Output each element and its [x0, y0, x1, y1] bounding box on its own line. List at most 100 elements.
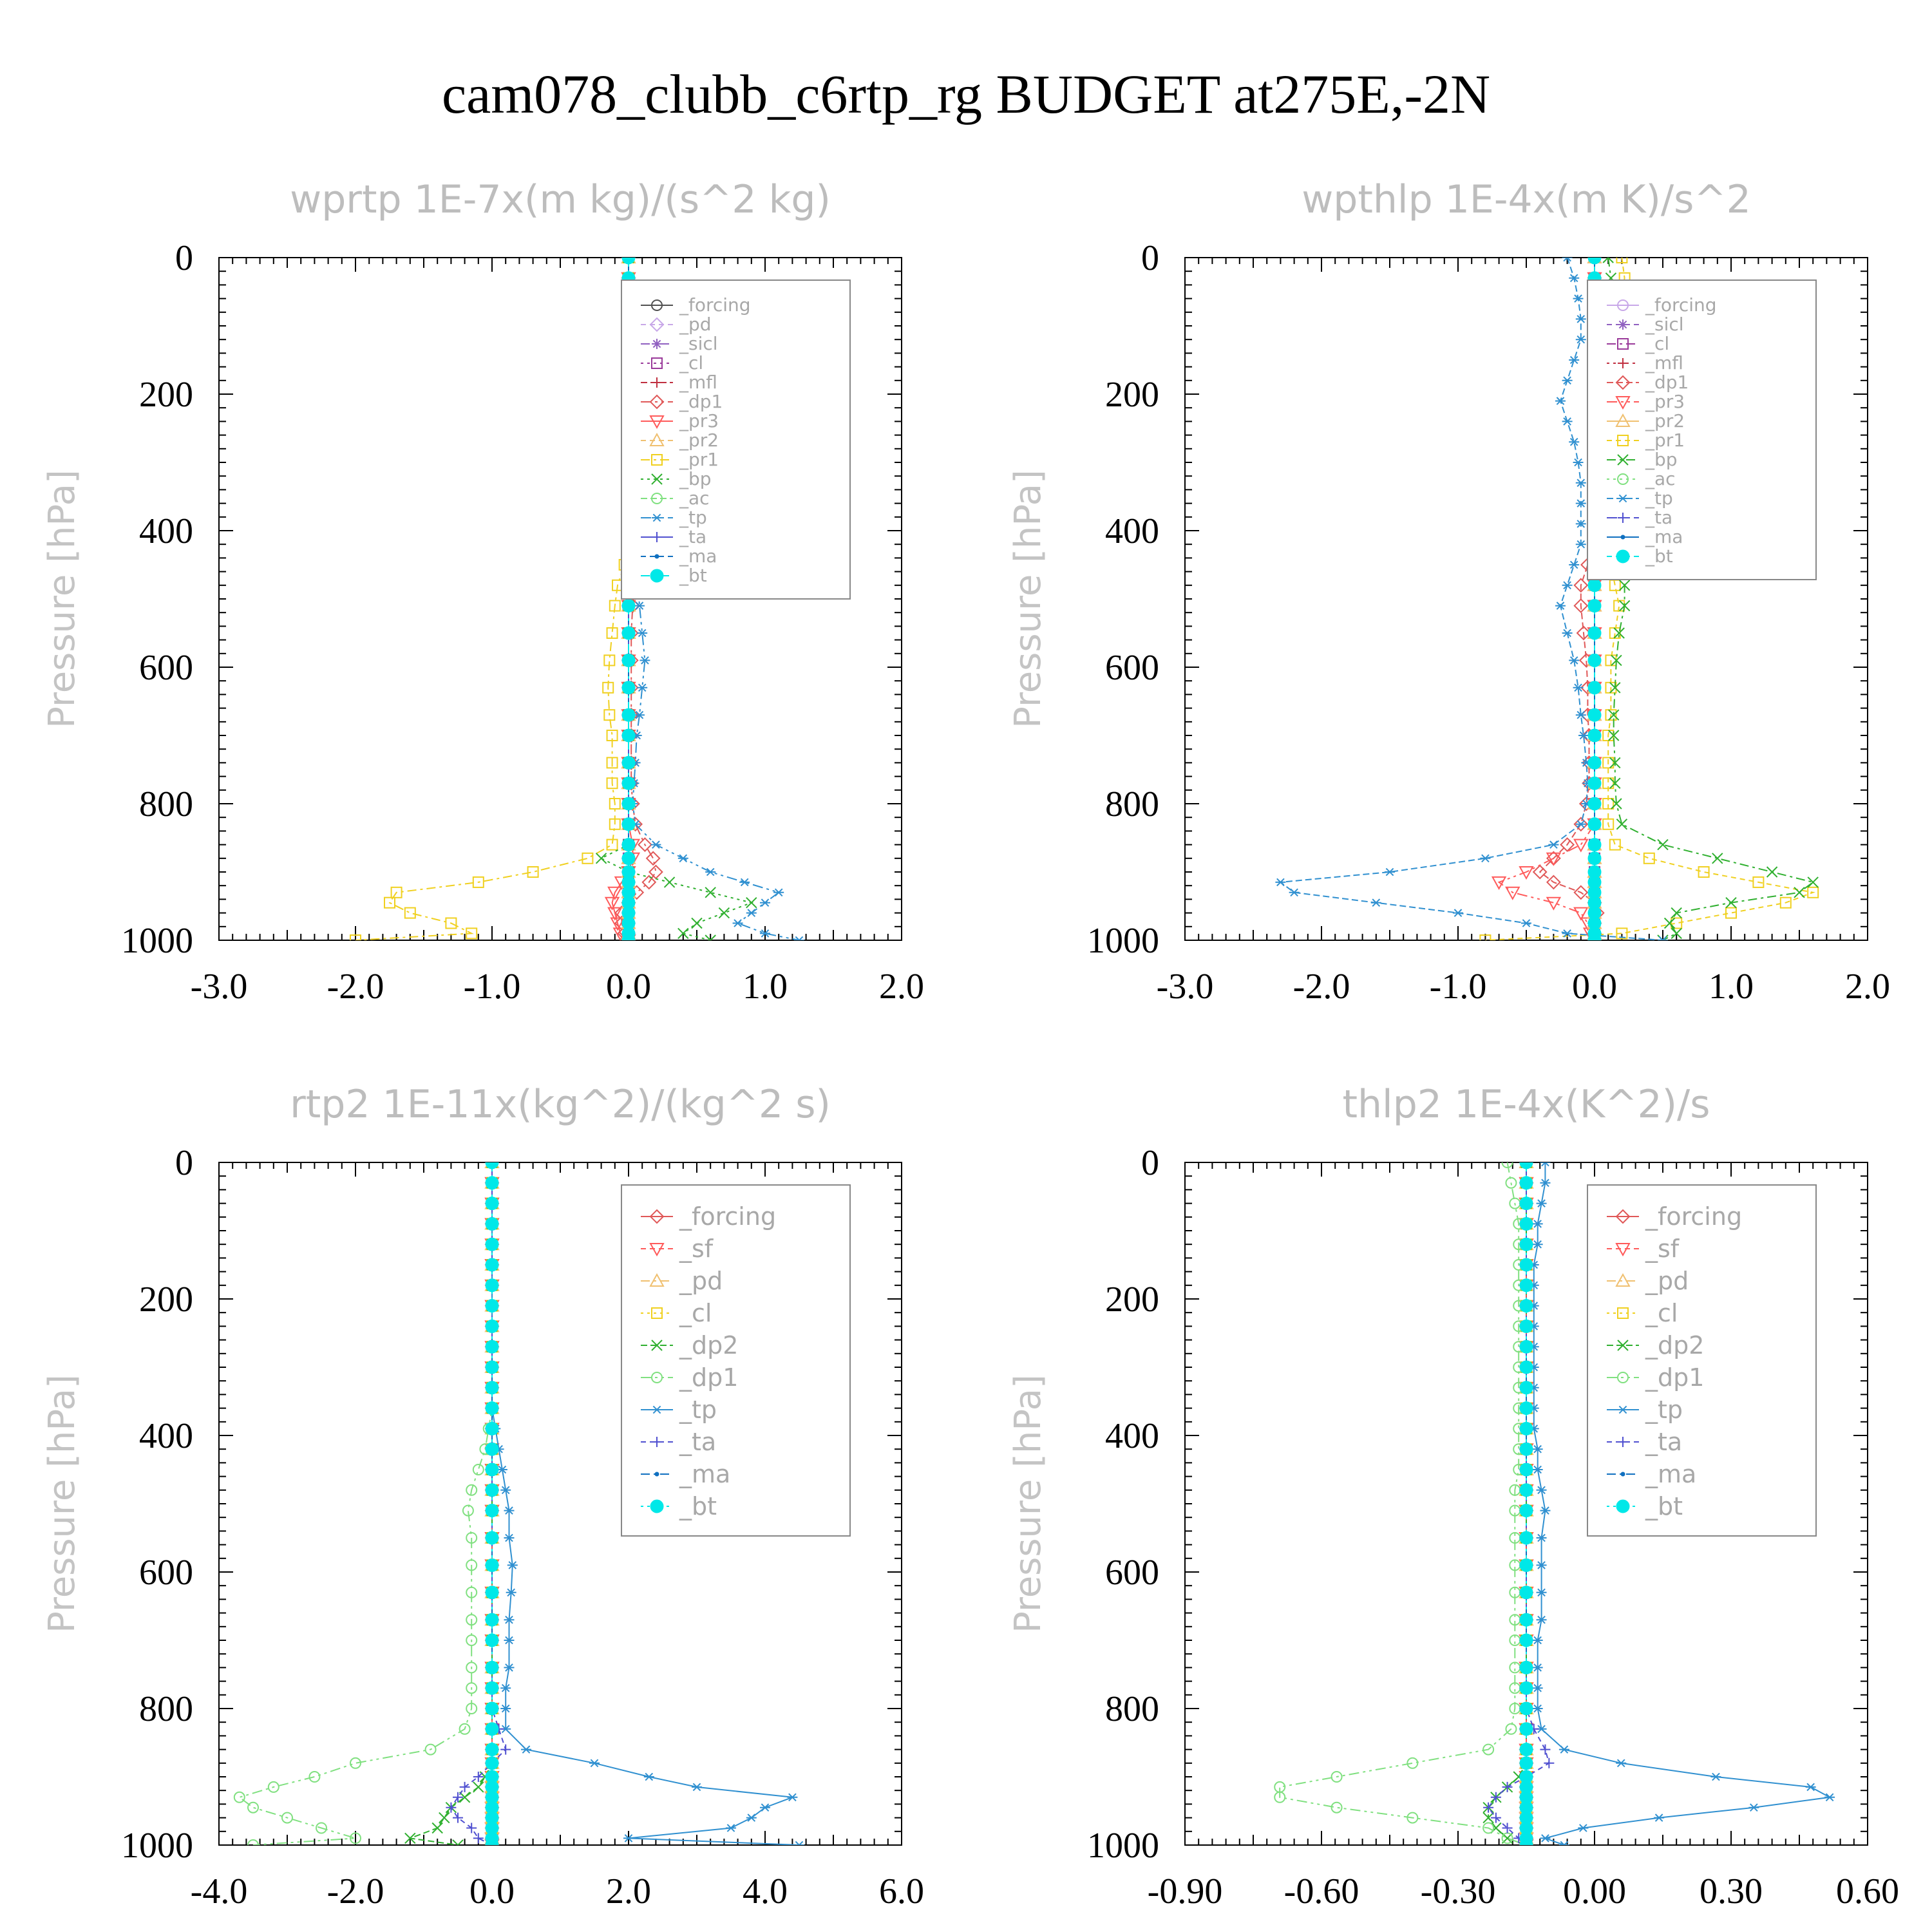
data-point [1480, 854, 1491, 863]
data-point [705, 934, 716, 940]
data-point [485, 1531, 499, 1545]
data-point [1587, 728, 1602, 743]
data-point [485, 1838, 499, 1845]
y-tick-label: 0 [1141, 238, 1159, 278]
y-axis-label: Pressure [hPa] [1007, 469, 1049, 728]
legend-label: _bp [679, 468, 712, 489]
data-point [485, 1633, 499, 1647]
data-point [1609, 838, 1621, 851]
legend-marker [1618, 494, 1628, 503]
data-point [1609, 579, 1621, 591]
data-point [1385, 867, 1395, 876]
y-tick-label: 800 [139, 784, 193, 824]
data-point [643, 1772, 654, 1781]
legend-label: _cl [679, 352, 703, 374]
data-point [485, 1681, 499, 1695]
data-point [1575, 710, 1586, 719]
data-point [1546, 852, 1562, 866]
data-point [1616, 258, 1628, 263]
data-point [1370, 898, 1381, 907]
legend-label: _dp1 [679, 391, 723, 412]
y-tick-label: 800 [139, 1689, 193, 1729]
data-point [485, 1299, 499, 1313]
y-axis-label: Pressure [hPa] [1007, 1374, 1049, 1633]
data-point [1587, 599, 1602, 613]
legend-marker [652, 377, 662, 388]
data-point [607, 886, 623, 900]
legend-marker [1620, 1472, 1625, 1477]
legend-box [621, 279, 851, 600]
legend-marker [649, 394, 665, 410]
legend-marker [1618, 319, 1628, 330]
data-point [1532, 1683, 1543, 1692]
data-point [466, 1703, 478, 1714]
data-point [641, 875, 657, 890]
data-point [610, 917, 625, 931]
data-point [439, 1812, 450, 1824]
data-point [507, 1561, 518, 1569]
data-point [1698, 866, 1710, 878]
legend-label: _ac [679, 488, 710, 509]
legend-label: _sf [1645, 1235, 1680, 1263]
data-point [1578, 731, 1589, 740]
legend-label: _forcing [1645, 294, 1717, 316]
data-point [1576, 625, 1591, 641]
data-point [466, 1634, 478, 1646]
y-tick-label: 0 [1141, 1143, 1159, 1183]
y-axis-label: Pressure [hPa] [41, 469, 83, 728]
data-point [1725, 896, 1737, 909]
data-point [1569, 437, 1580, 446]
legend-label: _pr2 [679, 430, 719, 451]
data-point [1569, 355, 1580, 365]
x-tick-label: -2.0 [1293, 967, 1350, 1007]
legend-marker [1616, 549, 1630, 564]
data-point [1519, 1360, 1533, 1374]
legend-marker [651, 1372, 663, 1383]
data-point [1657, 838, 1669, 851]
legend-marker [649, 1273, 665, 1287]
y-tick-label: 400 [139, 511, 193, 551]
legend-marker [1618, 1437, 1628, 1447]
data-point [1575, 499, 1586, 507]
data-point [350, 934, 361, 940]
data-point [1605, 681, 1617, 694]
legend-marker [650, 569, 664, 583]
x-tick-label: -2.0 [327, 1871, 384, 1911]
legend-marker [1617, 1372, 1629, 1383]
x-tick-label: 2.0 [606, 1871, 651, 1911]
y-tick-label: 400 [139, 1416, 193, 1456]
data-point [247, 1801, 259, 1814]
data-point [1575, 520, 1586, 528]
legend-marker [1615, 1273, 1631, 1287]
data-point [453, 1792, 463, 1803]
data-point [1501, 1162, 1513, 1168]
y-axis-label: Pressure [hPa] [41, 1374, 83, 1633]
data-point [1532, 1636, 1543, 1645]
data-point [739, 878, 750, 887]
legend-marker [1617, 454, 1629, 466]
data-point [485, 1660, 499, 1674]
x-tick-label: -0.60 [1284, 1871, 1359, 1911]
data-point [1587, 681, 1602, 695]
data-point [1575, 478, 1586, 488]
data-point [1569, 656, 1580, 665]
x-tick-label: -4.0 [191, 1871, 248, 1911]
data-point [1573, 294, 1584, 303]
data-point [1611, 798, 1622, 810]
data-point [1573, 907, 1589, 921]
legend-marker [1618, 358, 1628, 368]
data-point [634, 601, 645, 610]
data-point [1587, 851, 1602, 866]
data-point [1519, 1504, 1533, 1518]
x-tick-label: 1.0 [743, 967, 788, 1007]
data-point [1578, 1824, 1589, 1832]
x-tick-label: -1.0 [1430, 967, 1487, 1007]
data-point [1536, 1486, 1547, 1495]
legend-marker [1615, 1243, 1631, 1257]
figure-suptitle: cam078_clubb_c6rtp_rg BUDGET at275E,-2N [442, 63, 1490, 125]
data-point [466, 1532, 478, 1544]
legend-marker [652, 1437, 662, 1447]
x-tick-label: 6.0 [879, 1871, 924, 1911]
data-point [1546, 896, 1562, 911]
data-point [650, 840, 661, 849]
